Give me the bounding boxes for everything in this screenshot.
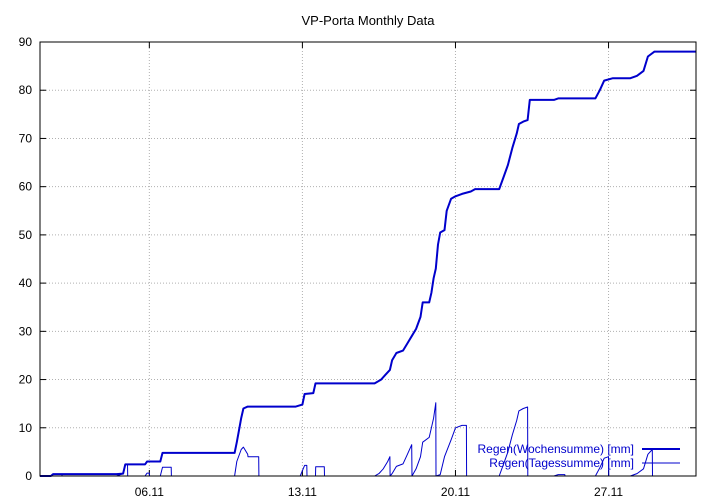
y-tick-label: 30 <box>19 324 33 338</box>
x-tick-label: 20.11 <box>441 485 470 499</box>
x-tick-label: 27.11 <box>594 485 623 499</box>
legend: Regen(Wochensumme) [mm]Regen(Tagessumme)… <box>478 442 680 470</box>
series-line-tagessumme <box>40 402 696 477</box>
axis-ticks: 0 10 20 30 40 50 60 70 80 90 06.11 13.11 20.11 27.11 <box>19 35 696 499</box>
series-line-wochensumme <box>40 50 696 477</box>
x-tick-label: 06.11 <box>135 485 164 499</box>
y-tick-label: 80 <box>19 83 33 97</box>
plot-frame <box>39 41 697 477</box>
y-tick-label: 20 <box>19 373 33 387</box>
legend-label: Regen(Wochensumme) [mm] <box>478 442 635 456</box>
y-tick-label: 0 <box>25 469 32 483</box>
chart-title: VP-Porta Monthly Data <box>302 13 436 28</box>
y-tick-label: 10 <box>19 421 33 435</box>
y-tick-label: 50 <box>19 228 33 242</box>
legend-label: Regen(Tagessumme) [mm] <box>489 456 634 470</box>
grid <box>40 42 696 476</box>
x-tick-label: 13.11 <box>288 485 317 499</box>
y-tick-label: 70 <box>19 131 33 145</box>
series <box>40 50 696 477</box>
y-tick-label: 40 <box>19 276 33 290</box>
y-tick-label: 60 <box>19 180 33 194</box>
y-tick-label: 90 <box>19 35 33 49</box>
